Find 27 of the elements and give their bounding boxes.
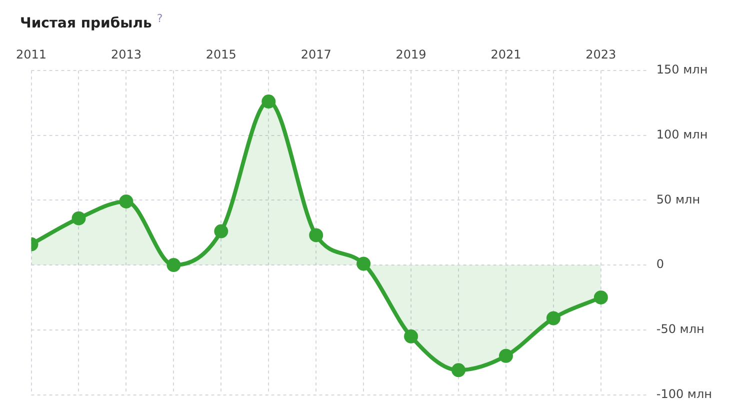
point (546, 310, 560, 325)
y-tick-label: 100 млн (656, 127, 708, 142)
point (119, 194, 134, 208)
point (356, 256, 371, 270)
point (166, 258, 181, 272)
chart-title: Чистая прибыль (20, 16, 152, 32)
y-tick-label: 150 млн (656, 62, 708, 76)
point (594, 290, 608, 304)
point (72, 210, 86, 225)
x-tick-label: 2019 (396, 46, 426, 61)
point (309, 228, 324, 242)
y-tick-label: -100 млн (656, 386, 712, 401)
point (262, 94, 276, 108)
x-tick-label: 2021 (490, 46, 522, 61)
x-tick-label: 2015 (206, 46, 236, 61)
x-tick-label: 2013 (110, 46, 142, 61)
y-tick-label: 0 (656, 256, 664, 271)
y-tick-label: 50 млн (656, 192, 700, 206)
y-tick-label: -50 млн (656, 322, 704, 336)
point (404, 329, 418, 344)
point (452, 362, 466, 377)
point (214, 224, 228, 238)
x-tick-label: 2023 (586, 46, 616, 61)
x-tick-label: 2017 (300, 46, 332, 61)
x-tick-label: 2011 (16, 46, 47, 61)
text: ? (156, 12, 163, 25)
point (498, 348, 513, 363)
